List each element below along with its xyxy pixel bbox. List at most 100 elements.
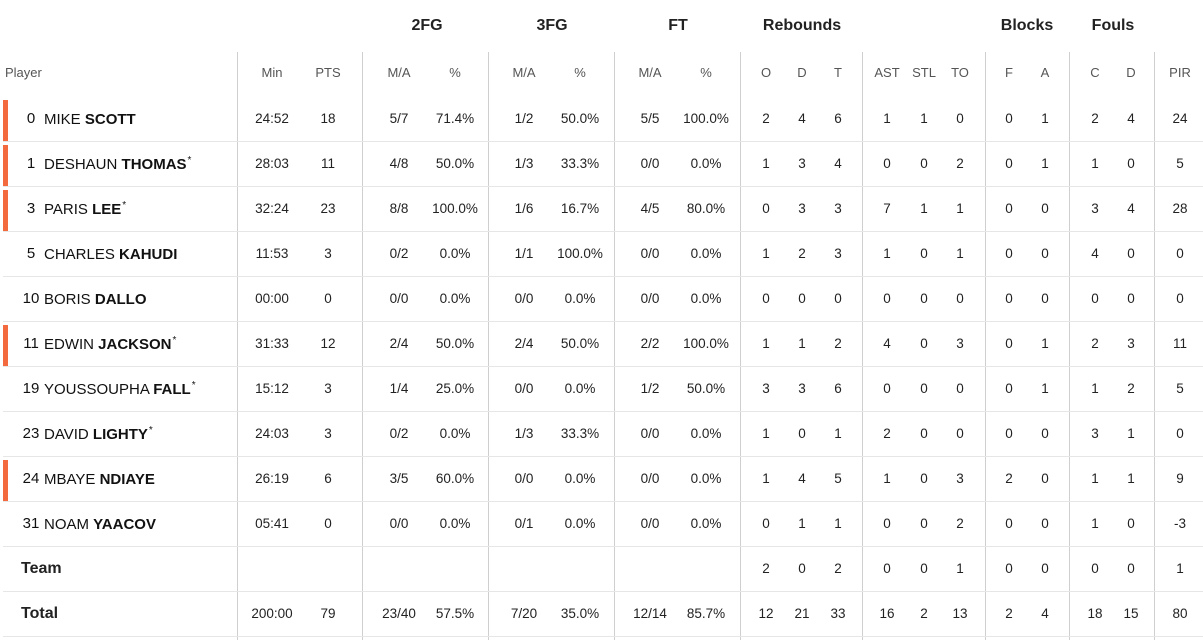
column-header[interactable]: %	[574, 65, 586, 80]
column-header[interactable]: TO	[951, 65, 969, 80]
stat-cell: 0/1	[514, 516, 534, 531]
column-divider	[1069, 52, 1070, 640]
stat-cell: 1	[1041, 381, 1049, 396]
stat-cell: 0	[1127, 246, 1135, 261]
player-row[interactable]: 11 EDWIN JACKSON* 31:33 12 2/4 50.0% 2/4 50.0% 2…	[0, 322, 1203, 367]
stat-cell: 60.0%	[435, 471, 475, 486]
stat-cell: 0	[1005, 111, 1013, 126]
player-name-link[interactable]: BORIS DALLO	[44, 290, 148, 308]
stat-cell: 50.0%	[435, 156, 475, 171]
stat-cell: 11	[1172, 336, 1188, 351]
column-header[interactable]: A	[1040, 65, 1050, 80]
column-header[interactable]: M/A	[638, 65, 662, 80]
stat-cell: 2/2	[640, 336, 660, 351]
stat-cell: 2	[1127, 381, 1135, 396]
player-row[interactable]: 23 DAVID LIGHTY* 24:03 3 0/2 0.0% 1/3 33.3% 0/0 0…	[0, 412, 1203, 457]
stat-cell: 0	[1005, 426, 1013, 441]
stat-cell: 0	[1127, 516, 1135, 531]
column-header[interactable]: Player	[5, 65, 42, 80]
player-first-name: MBAYE	[44, 471, 96, 488]
stat-cell: 80	[1172, 606, 1188, 621]
player-name-link[interactable]: MBAYE NDIAYE	[44, 470, 156, 488]
stat-cell: -3	[1173, 516, 1187, 531]
stat-cell: 00:00	[255, 291, 289, 306]
player-name-link[interactable]: YOUSSOUPHA FALL*	[44, 380, 196, 398]
stat-cell: 0	[798, 426, 806, 441]
column-header[interactable]: M/A	[387, 65, 411, 80]
row-divider	[3, 546, 1203, 547]
column-header[interactable]: D	[1126, 65, 1136, 80]
stat-cell: 31:33	[255, 336, 289, 351]
starter-indicator	[3, 100, 8, 141]
stat-cell: 5/5	[640, 111, 660, 126]
player-first-name: YOUSSOUPHA	[44, 381, 150, 398]
stat-cell: 2	[1005, 471, 1013, 486]
player-row[interactable]: 10 BORIS DALLO 00:00 0 0/0 0.0% 0/0 0.0% 0/0 0.0%…	[0, 277, 1203, 322]
row-divider	[3, 501, 1203, 502]
stat-cell: 0	[1091, 291, 1099, 306]
stat-cell: 3	[834, 201, 842, 216]
column-header[interactable]: T	[834, 65, 842, 80]
player-last-name: FALL	[153, 381, 191, 398]
player-row[interactable]: 24 MBAYE NDIAYE 26:19 6 3/5 60.0% 0/0 0.0% 0/0 0.…	[0, 457, 1203, 502]
player-name-link[interactable]: MIKE SCOTT	[44, 110, 137, 128]
stat-cell: 0	[920, 291, 928, 306]
column-header[interactable]: %	[700, 65, 712, 80]
column-header[interactable]: O	[760, 65, 772, 80]
player-name-link[interactable]: EDWIN JACKSON*	[44, 335, 176, 353]
column-header[interactable]: F	[1005, 65, 1013, 80]
column-header[interactable]: STL	[912, 65, 936, 80]
stat-cell: 0.0%	[439, 426, 471, 441]
stat-cell: 0/0	[640, 426, 660, 441]
stat-cell: 100.0%	[432, 201, 478, 216]
stat-cell: 50.0%	[560, 111, 600, 126]
stat-cell: 3	[798, 156, 806, 171]
column-header[interactable]: C	[1090, 65, 1100, 80]
group-header-3fg: 3FG	[536, 17, 568, 34]
stat-cell: 1	[956, 561, 964, 576]
group-header-2fg: 2FG	[411, 17, 443, 34]
player-row[interactable]: 19 YOUSSOUPHA FALL* 15:12 3 1/4 25.0% 0/0 0.0% 1…	[0, 367, 1203, 412]
stat-cell: 0	[1005, 246, 1013, 261]
player-row[interactable]: 5 CHARLES KAHUDI 11:53 3 0/2 0.0% 1/1 100.0% 0/0…	[0, 232, 1203, 277]
player-name-link[interactable]: PARIS LEE*	[44, 200, 126, 218]
player-last-name: NDIAYE	[99, 471, 155, 488]
player-row[interactable]: 0 MIKE SCOTT 24:52 18 5/7 71.4% 1/2 50.0% 5/5 100…	[0, 97, 1203, 142]
column-divider	[985, 52, 986, 640]
player-number: 0	[26, 110, 36, 127]
stat-cell: 2	[1091, 336, 1099, 351]
stat-cell: 50.0%	[560, 336, 600, 351]
stat-cell: 0/0	[389, 516, 409, 531]
column-header[interactable]: %	[449, 65, 461, 80]
stat-cell: 0.0%	[690, 516, 722, 531]
column-header[interactable]: PIR	[1169, 65, 1191, 80]
player-name-link[interactable]: NOAM YAACOV	[44, 515, 157, 533]
player-row[interactable]: 31 NOAM YAACOV 05:41 0 0/0 0.0% 0/1 0.0% 0/0 0.0%…	[0, 502, 1203, 547]
column-header[interactable]: PTS	[315, 65, 341, 80]
player-row[interactable]: 1 DESHAUN THOMAS* 28:03 11 4/8 50.0% 1/3 33.3% 0…	[0, 142, 1203, 187]
column-header[interactable]: AST	[874, 65, 900, 80]
stat-cell: 2	[920, 606, 928, 621]
stat-cell: 1	[1041, 336, 1049, 351]
player-row[interactable]: 3 PARIS LEE* 32:24 23 8/8 100.0% 1/6 16.7% 4/5 80…	[0, 187, 1203, 232]
player-number: 5	[26, 245, 36, 262]
column-header[interactable]: Min	[261, 65, 283, 80]
player-name-link[interactable]: CHARLES KAHUDI	[44, 245, 178, 263]
stat-cell: 0	[1005, 336, 1013, 351]
stat-cell: 1	[1041, 111, 1049, 126]
starter-indicator	[3, 190, 8, 231]
player-name-link[interactable]: DAVID LIGHTY*	[44, 425, 153, 443]
stat-cell: 1	[798, 336, 806, 351]
stat-cell: 25.0%	[435, 381, 475, 396]
stat-cell: 0.0%	[690, 291, 722, 306]
stat-cell: 0	[1127, 156, 1135, 171]
player-name-link[interactable]: DESHAUN THOMAS*	[44, 155, 191, 173]
stat-cell: 4/5	[640, 201, 660, 216]
column-header[interactable]: M/A	[512, 65, 536, 80]
column-header[interactable]: D	[797, 65, 807, 80]
stat-cell: 3	[798, 381, 806, 396]
stat-cell: 0	[920, 426, 928, 441]
stat-cell: 5	[834, 471, 842, 486]
player-last-name: KAHUDI	[119, 246, 178, 263]
stat-cell: 0	[920, 516, 928, 531]
